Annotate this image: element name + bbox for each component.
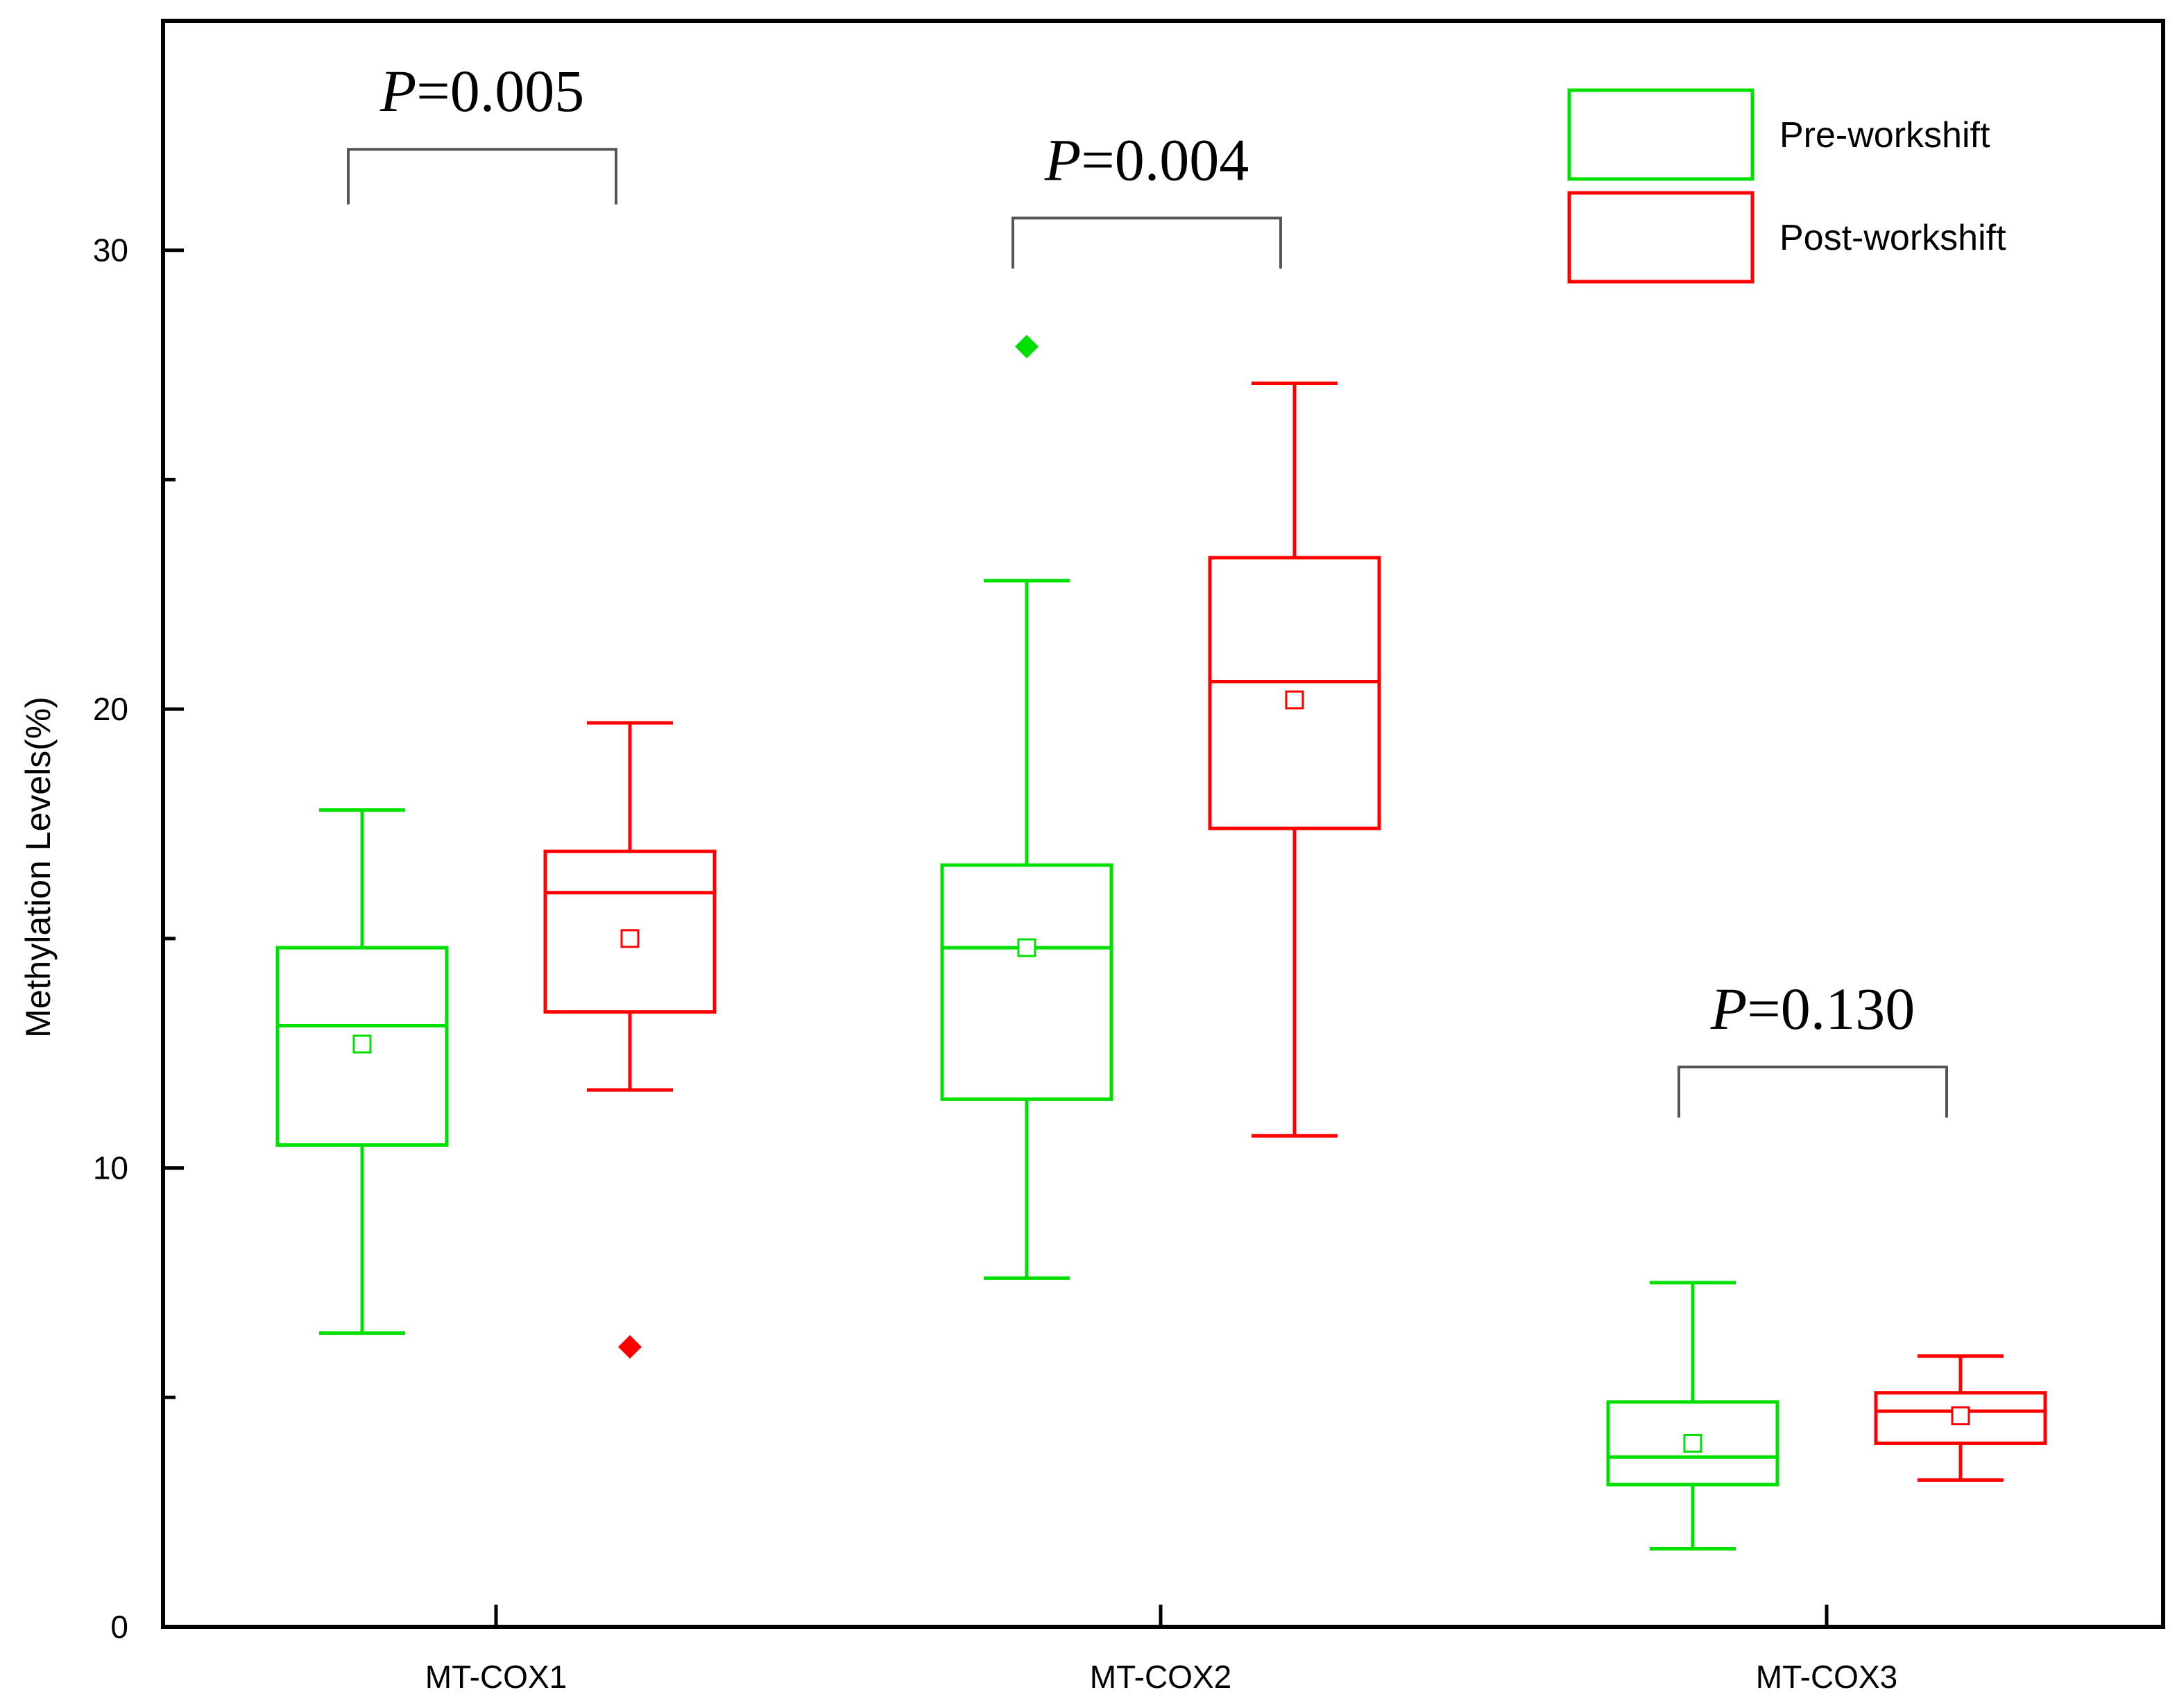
mean-marker <box>620 929 640 948</box>
y-tick-label: 20 <box>93 691 128 727</box>
p-value-text: =0.004 <box>1081 126 1249 193</box>
box-post-workshift-mt-cox1 <box>543 721 717 1359</box>
mean-marker <box>1683 1433 1702 1453</box>
legend-swatch <box>1567 191 1755 284</box>
x-tick-label: MT-COX1 <box>425 1659 567 1695</box>
mean-marker <box>1017 938 1036 957</box>
p-value-annotation: P=0.004 <box>1011 126 1282 269</box>
mean-marker <box>1951 1406 1970 1426</box>
p-value-text: =0.130 <box>1747 975 1915 1042</box>
p-value-annotation: P=0.005 <box>347 58 617 205</box>
x-tick-label: MT-COX3 <box>1756 1659 1897 1695</box>
mean-marker <box>352 1034 372 1054</box>
legend-label: Post-workshift <box>1779 218 2006 258</box>
box-pre-workshift-mt-cox2 <box>940 334 1113 1280</box>
p-value-label: P=0.005 <box>379 58 585 124</box>
significance-bracket <box>347 148 617 205</box>
p-symbol: P <box>1044 126 1082 193</box>
p-value-annotation: P=0.130 <box>1677 975 1948 1118</box>
p-value-label: P=0.130 <box>1710 975 1915 1042</box>
plot-frame <box>161 19 2165 1629</box>
legend-swatch <box>1567 88 1755 181</box>
legend-item-pre-workshift: Pre-workshift <box>1567 88 1990 181</box>
significance-bracket <box>1677 1066 1948 1118</box>
p-symbol: P <box>379 58 417 124</box>
legend-label: Pre-workshift <box>1779 115 1990 155</box>
iqr-box <box>543 849 717 1014</box>
box-post-workshift-mt-cox3 <box>1874 1354 2047 1482</box>
iqr-box <box>1208 556 1381 830</box>
box-pre-workshift-mt-cox1 <box>275 808 449 1335</box>
y-tick-label: 10 <box>93 1150 128 1186</box>
iqr-box <box>1606 1400 1779 1487</box>
iqr-box <box>1874 1391 2047 1445</box>
iqr-box <box>940 863 1113 1101</box>
y-axis-label: Methylation Levels(%) <box>19 697 58 1038</box>
box-pre-workshift-mt-cox3 <box>1606 1281 1779 1551</box>
significance-bracket <box>1011 216 1282 269</box>
p-value-text: =0.005 <box>416 58 584 124</box>
outlier-point <box>618 1335 642 1359</box>
x-tick-label: MT-COX2 <box>1090 1659 1231 1695</box>
y-tick-label: 0 <box>110 1609 128 1645</box>
iqr-box <box>275 946 449 1147</box>
y-tick-label: 30 <box>93 232 128 268</box>
outlier-point <box>1015 334 1039 359</box>
box-post-workshift-mt-cox2 <box>1208 382 1381 1138</box>
legend-item-post-workshift: Post-workshift <box>1567 191 2006 284</box>
mean-marker <box>1285 690 1304 710</box>
p-symbol: P <box>1710 975 1748 1042</box>
p-value-label: P=0.004 <box>1044 126 1249 193</box>
